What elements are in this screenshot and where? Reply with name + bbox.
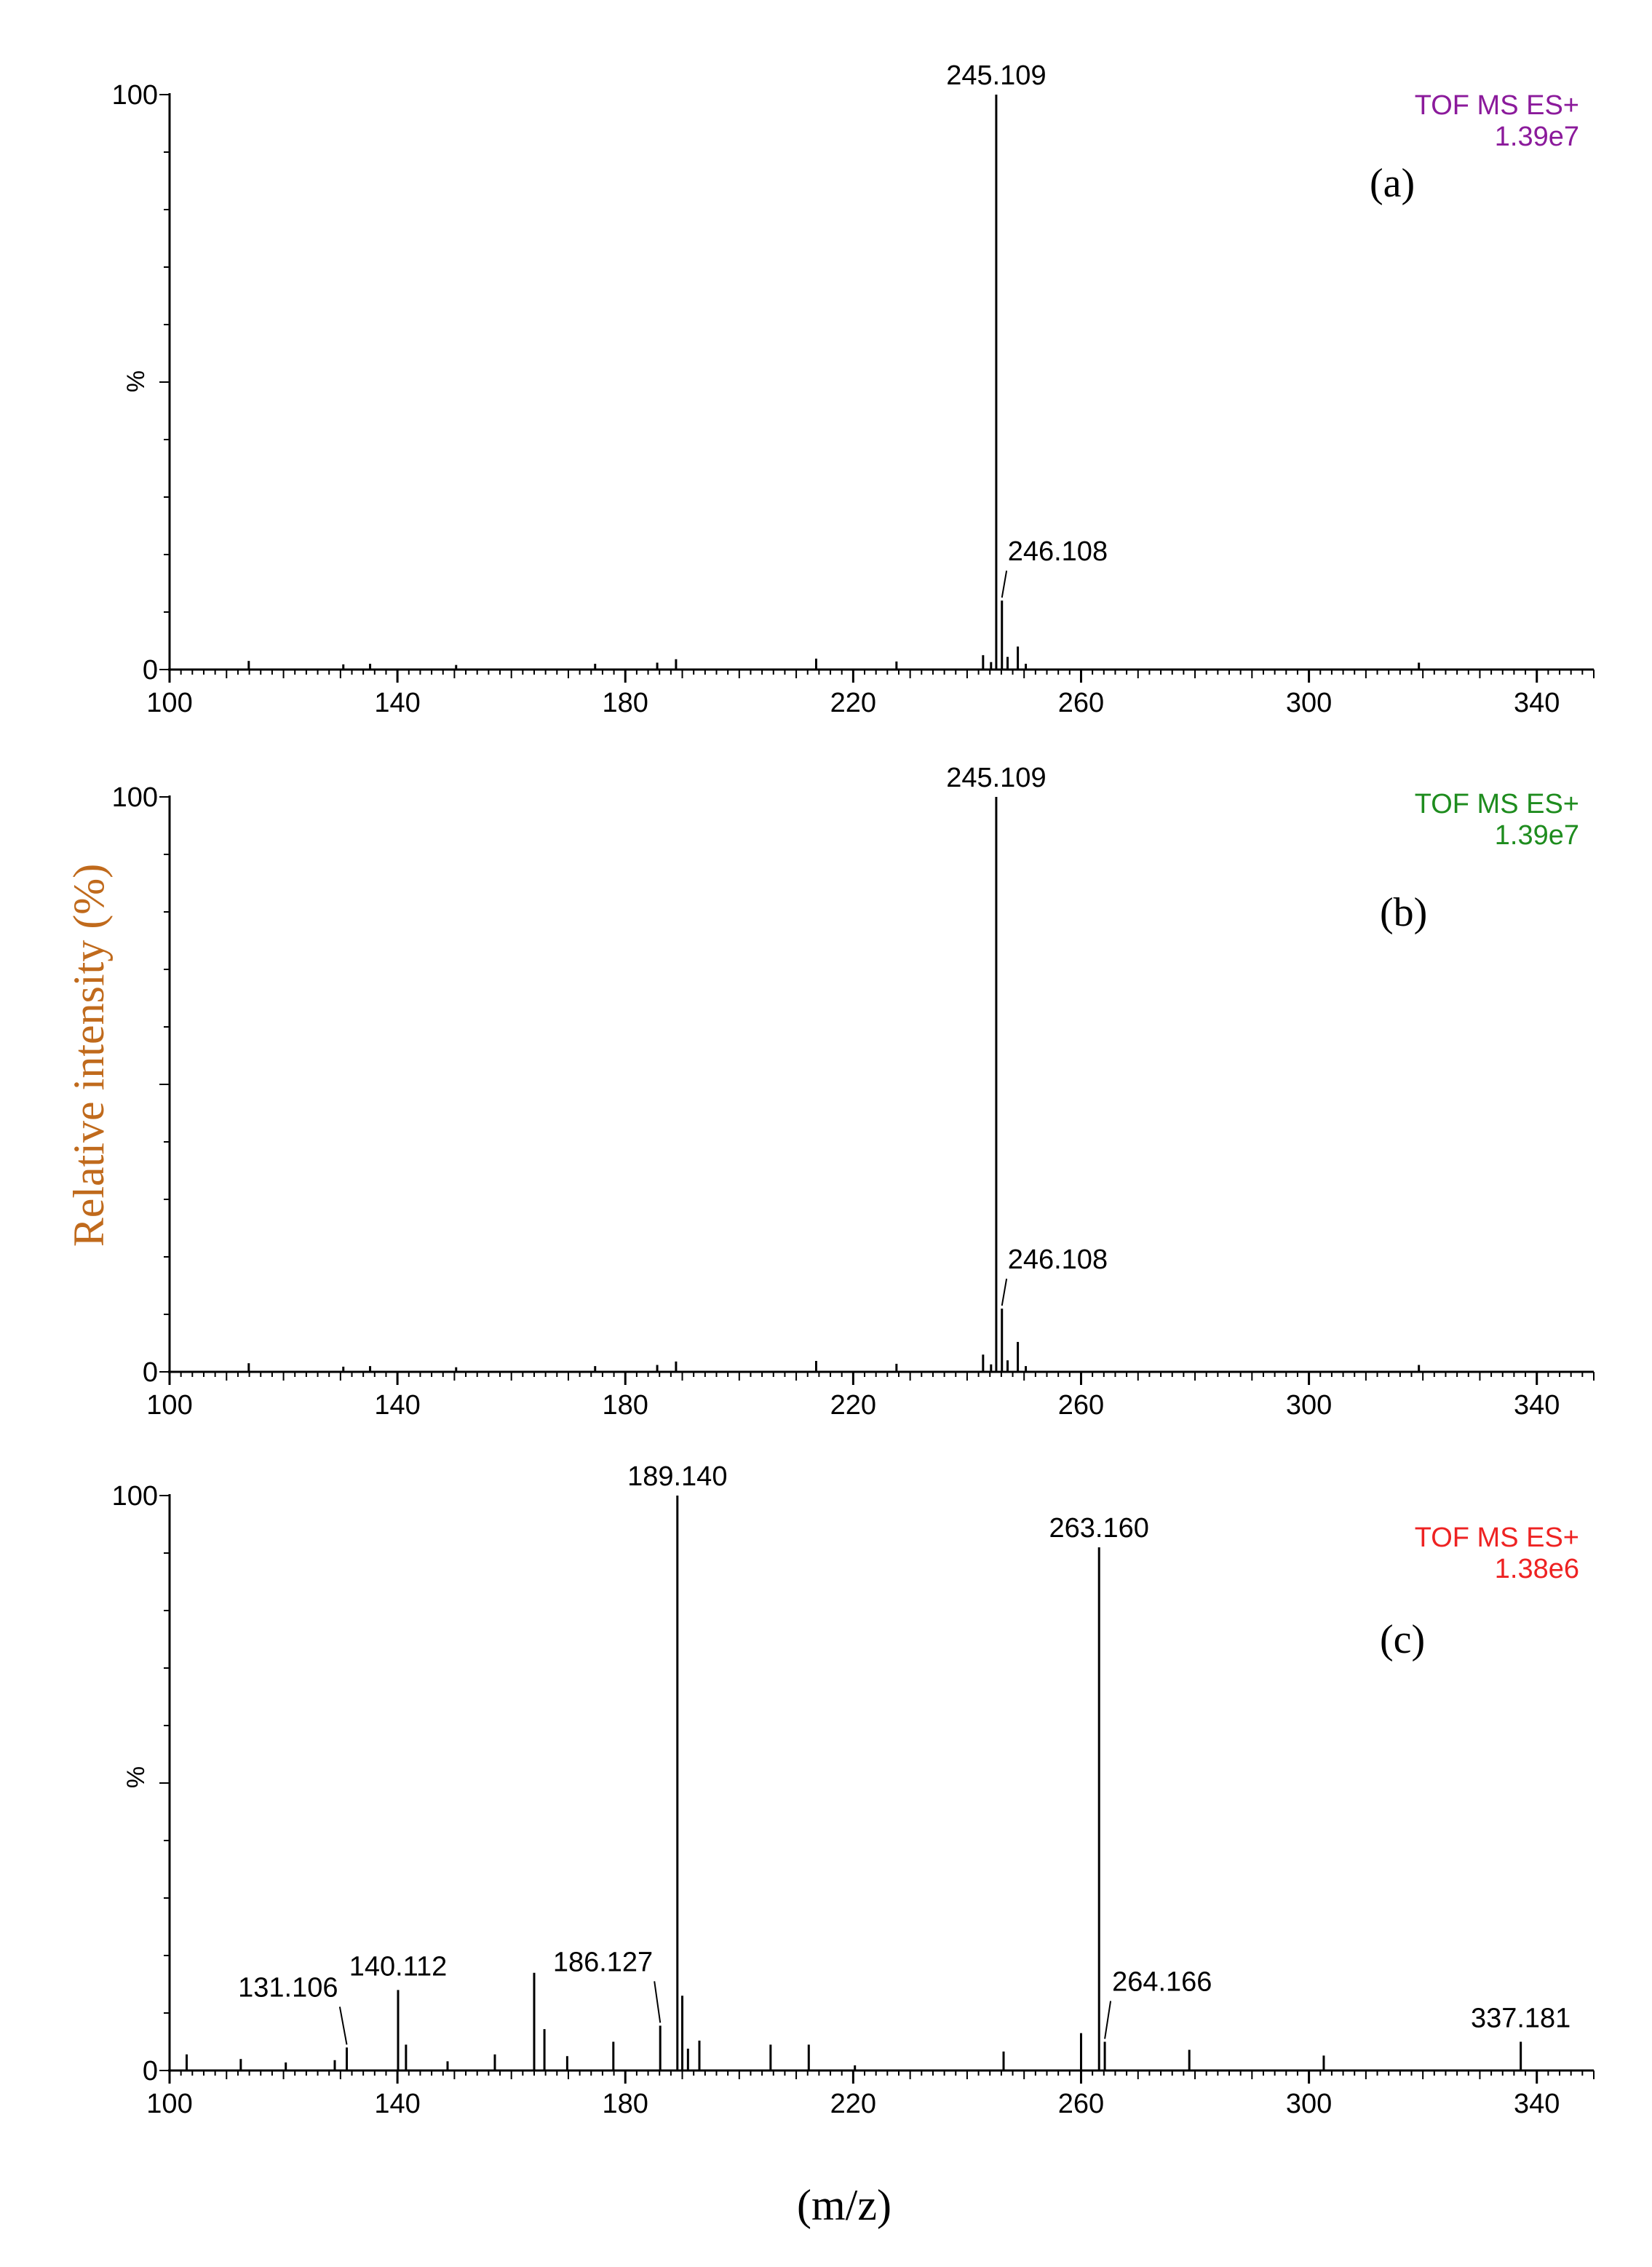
y-tick-label: 0 (143, 2056, 158, 2087)
y-tick-label: 0 (143, 655, 158, 686)
ms-mode-label: TOF MS ES+ (1415, 1522, 1579, 1553)
y-axis-percent-label: % (122, 370, 150, 392)
peak-label: 131.106 (238, 1972, 338, 2003)
x-tick-label: 100 (146, 688, 192, 718)
peak-label: 140.112 (349, 1951, 448, 1982)
y-tick-label: 0 (143, 1357, 158, 1388)
base-peak-intensity: 1.39e7 (1495, 122, 1579, 152)
ms-mode-label: TOF MS ES+ (1415, 90, 1579, 121)
x-tick-label: 220 (830, 688, 876, 718)
peak-label: 246.108 (1008, 1244, 1108, 1275)
peak-label: 245.109 (946, 60, 1046, 91)
x-axis-title: (m/z) (797, 2181, 891, 2229)
x-tick-label: 100 (146, 1390, 192, 1421)
panel-label: (a) (1370, 161, 1415, 206)
y-tick-label: 100 (112, 80, 158, 111)
peak-bars (247, 797, 1421, 1372)
x-tick-label: 260 (1058, 2089, 1104, 2119)
x-tick-label: 260 (1058, 1390, 1104, 1421)
x-tick-label: 140 (374, 688, 420, 718)
peak-label: 264.166 (1112, 1967, 1212, 1998)
peak-annotations: 131.106 140.112 186.127 189.140 263.160 264.1… (238, 1461, 1570, 2045)
panel-label: (b) (1380, 890, 1427, 935)
x-tick-label: 260 (1058, 688, 1104, 718)
peak-label-leader (1104, 2001, 1112, 2039)
peak-label-leader (338, 2006, 348, 2045)
x-tick-label: 220 (830, 1390, 876, 1421)
x-tick-label: 140 (374, 1390, 420, 1421)
x-tick-label: 100 (146, 2089, 192, 2119)
x-tick-label: 300 (1286, 2089, 1332, 2119)
x-tick-label: 140 (374, 2089, 420, 2119)
peak-label: 189.140 (627, 1461, 727, 1492)
base-peak-intensity: 1.38e6 (1495, 1554, 1579, 1584)
peak-label: 263.160 (1049, 1513, 1149, 1544)
x-tick-label: 180 (603, 2089, 648, 2119)
peak-bars (247, 95, 1421, 670)
x-tick-label: 180 (603, 688, 648, 718)
peak-label: 337.181 (1471, 2004, 1570, 2034)
x-tick-label: 220 (830, 2089, 876, 2119)
y-tick-label: 100 (112, 782, 158, 813)
peak-label: 246.108 (1008, 536, 1108, 567)
y-axis-title: Relative intensity (%) (65, 864, 113, 1247)
peak-label-leader (1001, 571, 1008, 598)
y-axis-percent-label: % (122, 1766, 150, 1788)
y-tick-label: 100 (112, 1481, 158, 1512)
peak-label-leader (1001, 1278, 1008, 1306)
panel-label: (c) (1380, 1617, 1425, 1662)
x-tick-label: 300 (1286, 1390, 1332, 1421)
ms-mode-label: TOF MS ES+ (1415, 789, 1579, 819)
peak-label: 186.127 (553, 1947, 653, 1977)
peak-label: 245.109 (946, 763, 1046, 793)
x-tick-label: 340 (1514, 688, 1560, 718)
peak-annotations: 245.109 246.108 (946, 60, 1108, 598)
x-tick-label: 340 (1514, 1390, 1560, 1421)
peak-bars (185, 1496, 1522, 2071)
peak-annotations: 245.109 246.108 (946, 763, 1108, 1306)
x-tick-label: 180 (603, 1390, 648, 1421)
peak-label-leader (654, 1981, 662, 2023)
x-tick-label: 340 (1514, 2089, 1560, 2119)
base-peak-intensity: 1.39e7 (1495, 820, 1579, 851)
x-tick-label: 300 (1286, 688, 1332, 718)
